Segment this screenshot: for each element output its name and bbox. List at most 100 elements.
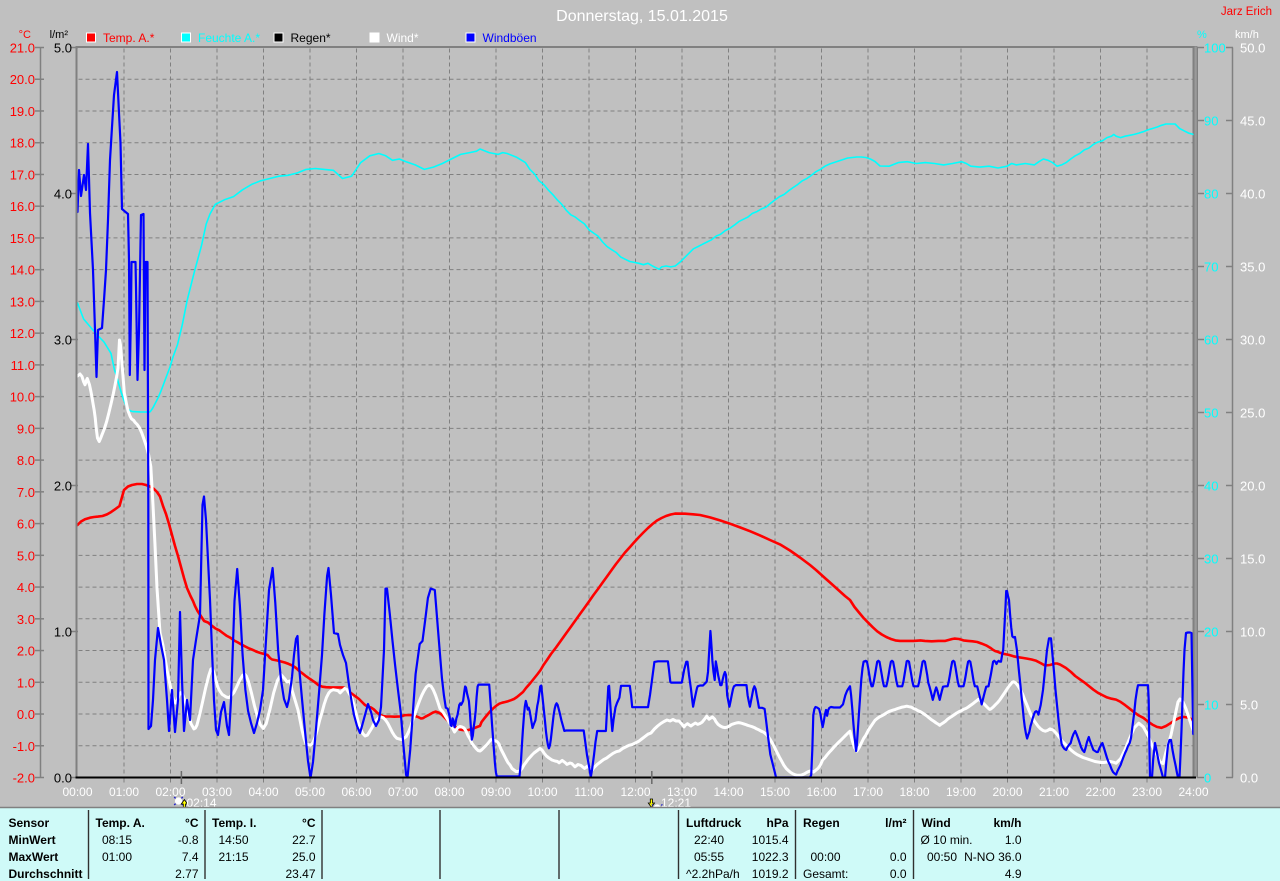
svg-text:km/h: km/h	[1235, 29, 1259, 41]
svg-text:50: 50	[1204, 406, 1218, 421]
svg-text:1.0: 1.0	[1005, 833, 1022, 847]
svg-text:70: 70	[1204, 260, 1218, 275]
svg-text:0: 0	[1204, 771, 1211, 786]
svg-text:15:00: 15:00	[760, 785, 790, 799]
svg-text:22.7: 22.7	[292, 833, 316, 847]
svg-text:l/m²: l/m²	[885, 816, 906, 830]
svg-text:25.0: 25.0	[1240, 406, 1265, 421]
svg-text:80: 80	[1204, 187, 1218, 202]
svg-text:22:00: 22:00	[1085, 785, 1115, 799]
svg-text:10.0: 10.0	[1240, 625, 1265, 640]
svg-text:19:00: 19:00	[946, 785, 976, 799]
svg-text:Ø 10 min.: Ø 10 min.	[921, 833, 973, 847]
svg-text:2.0: 2.0	[17, 644, 35, 659]
svg-text:30.0: 30.0	[1240, 333, 1265, 348]
svg-text:1015.4: 1015.4	[752, 833, 789, 847]
svg-text:08:15: 08:15	[102, 833, 132, 847]
svg-text:06:00: 06:00	[341, 785, 371, 799]
svg-text:18.0: 18.0	[10, 136, 35, 151]
svg-text:4.0: 4.0	[54, 187, 72, 202]
svg-text:13:00: 13:00	[667, 785, 697, 799]
svg-text:0.0: 0.0	[1240, 771, 1258, 786]
svg-text:23.47: 23.47	[285, 867, 315, 881]
svg-text:40: 40	[1204, 479, 1218, 494]
svg-text:40.0: 40.0	[1240, 187, 1265, 202]
svg-text:4.9: 4.9	[1005, 867, 1022, 881]
svg-text:12:21: 12:21	[661, 796, 691, 810]
svg-text:5.0: 5.0	[54, 41, 72, 56]
svg-text:km/h: km/h	[993, 816, 1021, 830]
svg-text:9.0: 9.0	[17, 421, 35, 436]
svg-text:20.0: 20.0	[10, 72, 35, 87]
svg-text:0.0: 0.0	[54, 771, 72, 786]
svg-text:Windböen: Windböen	[483, 31, 537, 45]
svg-text:25.0: 25.0	[292, 850, 316, 864]
svg-text:24:00: 24:00	[1178, 785, 1208, 799]
svg-text:MaxWert: MaxWert	[9, 850, 59, 864]
svg-text:Temp. I.: Temp. I.	[212, 816, 256, 830]
svg-text:3.0: 3.0	[54, 333, 72, 348]
svg-text:10.0: 10.0	[10, 390, 35, 405]
svg-text:Regen: Regen	[803, 816, 840, 830]
svg-text:5.0: 5.0	[1240, 698, 1258, 713]
svg-text:02:14: 02:14	[187, 796, 217, 810]
svg-text:04:00: 04:00	[248, 785, 278, 799]
svg-text:07:00: 07:00	[388, 785, 418, 799]
svg-text:00:00: 00:00	[62, 785, 92, 799]
svg-text:10: 10	[1204, 698, 1218, 713]
svg-text:5.0: 5.0	[17, 548, 35, 563]
svg-text:MinWert: MinWert	[9, 833, 56, 847]
svg-text:2.77: 2.77	[175, 867, 199, 881]
svg-text:-0.8: -0.8	[178, 833, 199, 847]
svg-text:17.0: 17.0	[10, 167, 35, 182]
svg-text:1.0: 1.0	[54, 625, 72, 640]
svg-text:11:00: 11:00	[574, 785, 603, 799]
svg-text:12:00: 12:00	[620, 785, 650, 799]
svg-text:7.4: 7.4	[182, 850, 199, 864]
svg-text:1019.2: 1019.2	[752, 867, 789, 881]
svg-text:10:00: 10:00	[527, 785, 557, 799]
svg-text:Temp. A.*: Temp. A.*	[103, 31, 155, 45]
svg-text:Durchschnitt: Durchschnitt	[9, 867, 83, 881]
svg-text:Jarz Erich: Jarz Erich	[1221, 6, 1272, 18]
svg-text:l/m²: l/m²	[50, 29, 69, 41]
svg-text:100: 100	[1204, 41, 1226, 56]
svg-text:°C: °C	[185, 816, 199, 830]
svg-text:21:00: 21:00	[1039, 785, 1069, 799]
svg-text:14:00: 14:00	[713, 785, 743, 799]
svg-text:-2.0: -2.0	[13, 771, 35, 786]
svg-text:1022.3: 1022.3	[752, 850, 789, 864]
svg-text:2.0: 2.0	[54, 479, 72, 494]
svg-text:14.0: 14.0	[10, 263, 35, 278]
svg-text:15.0: 15.0	[1240, 552, 1265, 567]
svg-text:08:00: 08:00	[434, 785, 464, 799]
svg-text:16.0: 16.0	[10, 199, 35, 214]
svg-text:%: %	[1197, 29, 1207, 41]
svg-text:00:00: 00:00	[811, 850, 841, 864]
svg-text:8.0: 8.0	[17, 453, 35, 468]
svg-text:00:50: 00:50	[927, 850, 957, 864]
svg-text:45.0: 45.0	[1240, 114, 1265, 129]
svg-text:18:00: 18:00	[899, 785, 929, 799]
svg-text:Wind*: Wind*	[387, 31, 419, 45]
svg-text:3.0: 3.0	[17, 612, 35, 627]
svg-text:Sensor: Sensor	[9, 816, 50, 830]
svg-text:7.0: 7.0	[17, 485, 35, 500]
svg-text:17:00: 17:00	[853, 785, 883, 799]
svg-text:-1.0: -1.0	[13, 739, 35, 754]
svg-text:02:00: 02:00	[155, 785, 185, 799]
svg-text:Regen*: Regen*	[291, 31, 331, 45]
svg-text:15.0: 15.0	[10, 231, 35, 246]
svg-text:09:00: 09:00	[481, 785, 511, 799]
svg-text:50.0: 50.0	[1240, 41, 1265, 56]
svg-text:6.0: 6.0	[17, 517, 35, 532]
svg-text:20.0: 20.0	[1240, 479, 1265, 494]
svg-text:01:00: 01:00	[109, 785, 139, 799]
svg-text:°C: °C	[19, 29, 31, 41]
svg-text:03:00: 03:00	[202, 785, 232, 799]
svg-text:4.0: 4.0	[17, 580, 35, 595]
svg-text:N-NO 36.0: N-NO 36.0	[964, 850, 1022, 864]
svg-text:Wind: Wind	[922, 816, 951, 830]
svg-text:^2.2hPa/h: ^2.2hPa/h	[686, 867, 740, 881]
svg-text:0.0: 0.0	[17, 707, 35, 722]
